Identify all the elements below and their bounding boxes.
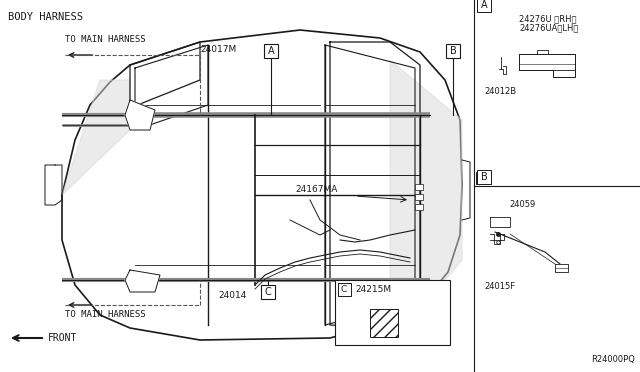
Text: A: A [481,0,487,10]
Text: FRONT: FRONT [48,333,77,343]
Bar [477,170,491,184]
Text: 24215M: 24215M [355,285,391,295]
Text: BODY HARNESS: BODY HARNESS [8,12,83,22]
Text: A: A [268,46,275,56]
Text: TO MAIN HARNESS: TO MAIN HARNESS [65,35,146,44]
Polygon shape [390,60,462,320]
Bar [415,204,423,210]
Text: 24017M: 24017M [200,45,236,55]
Text: 24059: 24059 [509,200,535,209]
Text: 24015F: 24015F [484,282,515,291]
Polygon shape [490,217,510,227]
Bar [476,172,478,184]
Text: B: B [481,172,488,182]
Text: TO MAIN HARNESS: TO MAIN HARNESS [65,310,146,319]
Text: C: C [341,285,347,294]
Bar [264,44,278,58]
Polygon shape [62,80,130,195]
Text: 24012B: 24012B [484,87,516,96]
Polygon shape [125,270,160,292]
Polygon shape [519,54,575,77]
Text: 24276UA〈LH〉: 24276UA〈LH〉 [519,23,579,32]
Polygon shape [125,100,155,130]
Bar [338,283,351,296]
Text: C: C [264,287,271,297]
Text: 24014: 24014 [218,292,246,301]
Text: B: B [450,46,456,56]
Bar [446,44,460,58]
Bar [261,285,275,299]
Bar [477,0,491,12]
Bar [370,309,398,337]
Bar [415,184,423,190]
Bar [415,194,423,200]
Bar [335,280,450,345]
Text: 24276U 〈RH〉: 24276U 〈RH〉 [519,14,577,23]
Text: 24167MA: 24167MA [295,186,337,195]
Text: R24000PQ: R24000PQ [591,355,635,364]
Polygon shape [62,30,462,340]
